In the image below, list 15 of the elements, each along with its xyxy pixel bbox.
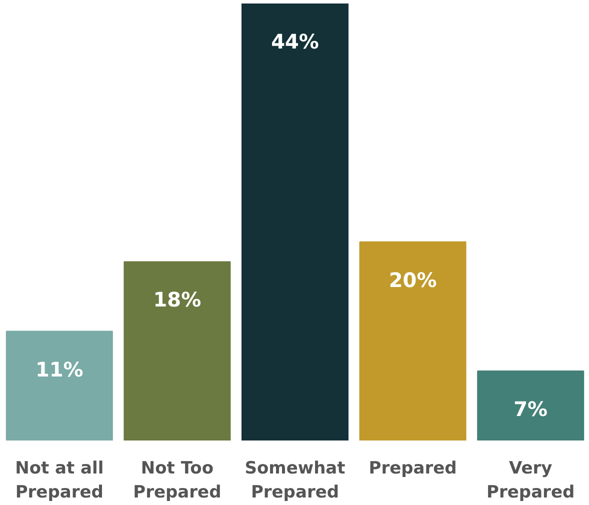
bar xyxy=(359,241,466,440)
bar xyxy=(124,261,231,440)
data-label: 18% xyxy=(153,288,202,312)
data-label: 7% xyxy=(514,396,548,421)
x-tick-label: Very Prepared xyxy=(486,458,575,502)
x-tick-label: Not Too Prepared xyxy=(133,458,222,502)
x-tick-label: Prepared xyxy=(368,458,457,478)
x-tick-label: Somewhat Prepared xyxy=(244,458,346,502)
data-label: 44% xyxy=(271,30,319,54)
data-label: 20% xyxy=(388,268,437,292)
bar xyxy=(6,330,113,440)
bar xyxy=(477,370,584,440)
bar xyxy=(241,4,349,440)
x-tick-label: Not at all Prepared xyxy=(15,458,104,502)
data-label: 11% xyxy=(35,357,84,382)
